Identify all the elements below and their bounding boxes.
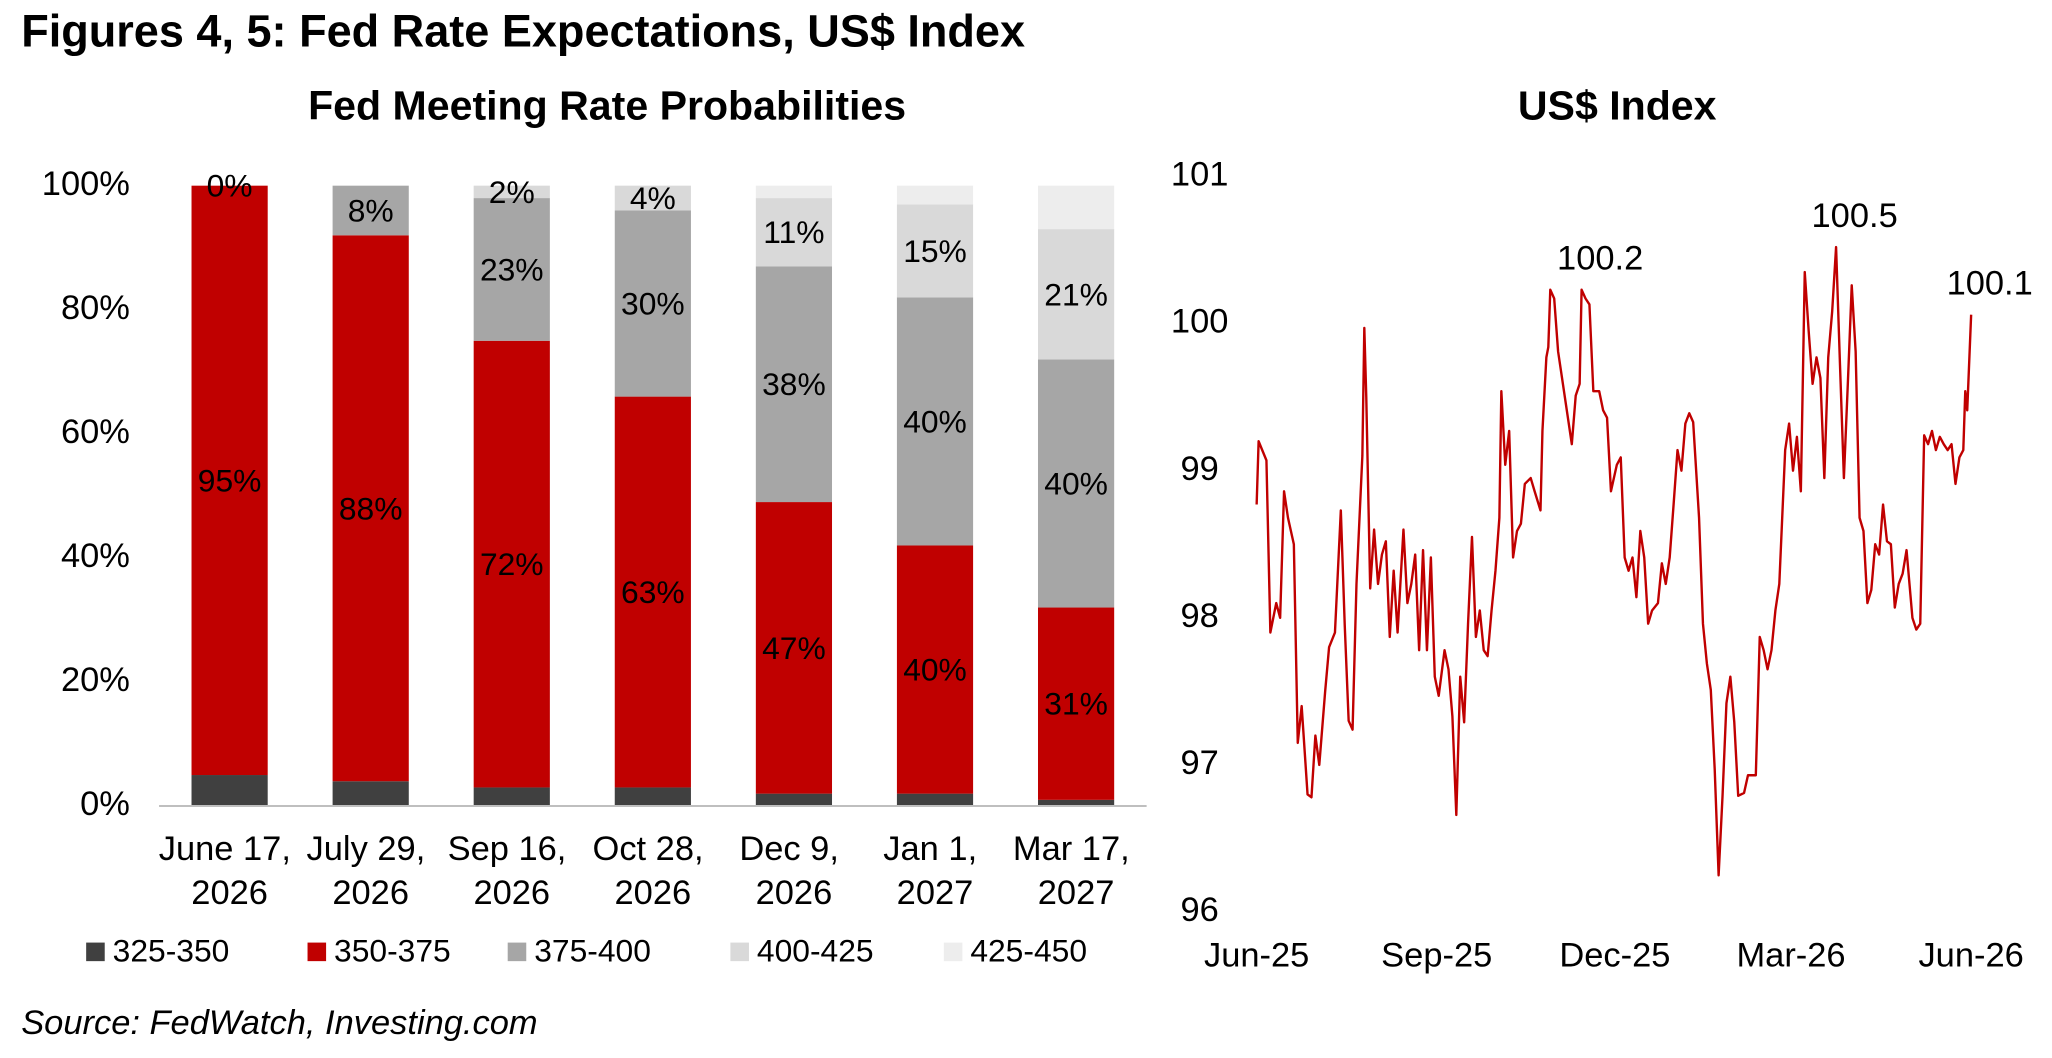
x-tick-label: Dec 9, 2026 [739, 830, 848, 912]
x-tick-label: Jun-26 [1918, 936, 2023, 974]
bar-segment [755, 198, 833, 267]
bar-segment [191, 775, 268, 807]
x-tick-label: Mar 17, 2027 [1013, 830, 1139, 912]
bar-segment [473, 185, 550, 199]
bar-segment [755, 266, 833, 503]
y-tick-label: 0% [80, 785, 130, 823]
bar-segment [191, 185, 268, 776]
data-label: 100.5 [1812, 197, 1898, 235]
figure-title: Figures 4, 5: Fed Rate Expectations, US$… [21, 5, 1025, 56]
legend-swatch [943, 942, 963, 962]
data-label: 8% [348, 193, 394, 229]
chart-title: Fed Meeting Rate Probabilities [308, 83, 906, 129]
bar-segment [332, 235, 409, 782]
bar-segment [1037, 799, 1115, 807]
bar-segment [614, 396, 691, 788]
bar-segment [614, 185, 691, 211]
data-label: 95% [198, 462, 262, 498]
y-tick-label: 96 [1180, 891, 1218, 929]
bar-segment [755, 185, 833, 199]
bar-segment [332, 185, 409, 236]
bar-segment [332, 781, 409, 807]
y-tick-label: 40% [61, 537, 130, 575]
x-tick-label: July 29, 2026 [307, 830, 435, 912]
legend-label: 350-375 [334, 933, 451, 969]
y-tick-label: 100 [1171, 303, 1228, 341]
y-tick-label: 80% [61, 289, 130, 327]
y-tick-label: 97 [1180, 744, 1218, 782]
data-label: 15% [903, 233, 967, 269]
bar-segment [755, 793, 833, 807]
x-tick-label: Dec-25 [1559, 936, 1670, 974]
bar-segment [614, 210, 691, 397]
data-label: 40% [903, 403, 967, 439]
x-tick-label: Sep 16, 2026 [448, 830, 576, 912]
bar-segment [896, 793, 974, 807]
legend-swatch [730, 942, 749, 962]
data-label: 31% [1044, 686, 1108, 722]
legend-label: 400-425 [757, 933, 874, 969]
data-label: 100.1 [1947, 265, 2033, 303]
y-tick-label: 101 [1171, 156, 1228, 194]
y-tick-label: 98 [1180, 597, 1218, 635]
data-label: 4% [630, 180, 676, 216]
data-label: 40% [1044, 466, 1108, 502]
bar-segment [1037, 185, 1115, 230]
legend-swatch [507, 942, 527, 962]
x-tick-label: June 17, 2026 [159, 830, 301, 912]
data-label: 2% [489, 174, 535, 210]
bar-segment [473, 340, 550, 788]
legend-swatch [307, 942, 327, 962]
data-label: 63% [621, 574, 685, 610]
legend-label: 375-400 [534, 933, 651, 969]
data-label: 100.2 [1557, 240, 1643, 278]
data-label: 38% [762, 366, 826, 402]
data-label: 88% [339, 490, 403, 526]
bar-segment [755, 502, 833, 794]
chart-title: US$ Index [1518, 83, 1717, 129]
legend-label: 325-350 [113, 933, 230, 969]
y-tick-label: 60% [61, 413, 130, 451]
line-series [1255, 245, 1973, 877]
x-tick-label: Jun-25 [1204, 936, 1309, 974]
data-label: 21% [1044, 276, 1108, 312]
data-label: 47% [762, 630, 826, 666]
source: Source: FedWatch, Investing.com [21, 1004, 537, 1042]
bar-segment [1037, 229, 1115, 360]
y-tick-label: 100% [42, 165, 130, 203]
bar-segment [1037, 359, 1115, 608]
bar-segment [1037, 607, 1115, 800]
legend-label: 425-450 [970, 933, 1087, 969]
x-tick-label: Oct 28, 2026 [593, 830, 714, 912]
data-label: 0% [207, 168, 253, 204]
bar-segment [896, 545, 974, 794]
data-label: 30% [621, 286, 685, 322]
data-label: 11% [763, 214, 824, 250]
x-tick-label: Mar-26 [1736, 936, 1845, 974]
data-label: 40% [903, 652, 967, 688]
x-tick-label: Jan 1, 2027 [883, 830, 986, 912]
legend-swatch [86, 942, 105, 962]
bar-segment [896, 297, 974, 546]
y-tick-label: 99 [1180, 450, 1218, 488]
x-tick-label: Sep-25 [1381, 936, 1492, 974]
bar-segment [896, 185, 974, 205]
data-label: 72% [480, 546, 544, 582]
bar-segment [473, 198, 550, 341]
bar-segment [896, 204, 974, 298]
y-tick-label: 20% [61, 661, 130, 699]
data-label: 23% [480, 251, 544, 287]
bar-segment [473, 787, 550, 807]
bar-segment [614, 787, 691, 807]
